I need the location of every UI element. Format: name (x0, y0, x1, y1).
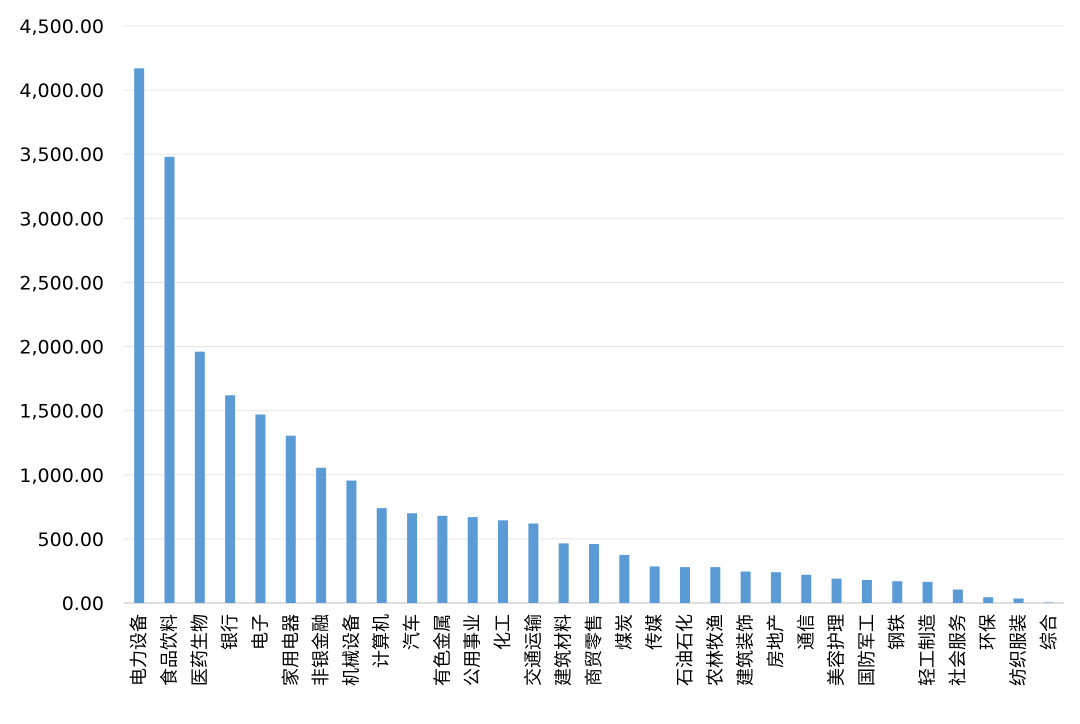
bar (194, 351, 205, 603)
x-category-label: 计算机 (372, 614, 393, 668)
bar (831, 578, 842, 603)
x-category-label: 建筑材料 (554, 614, 575, 686)
x-category-label: 电力设备 (129, 614, 150, 686)
bar (528, 523, 539, 603)
x-category-label: 国防军工 (857, 614, 878, 686)
bar (922, 581, 933, 603)
bar (679, 567, 690, 603)
bar (558, 543, 569, 603)
bar (1013, 598, 1024, 603)
y-tick-label: 2,500.00 (19, 272, 104, 294)
bar (467, 517, 478, 603)
y-tick-label: 4,500.00 (19, 16, 104, 38)
y-tick-label: 1,500.00 (19, 401, 104, 423)
bar (740, 571, 751, 603)
y-tick-label: 1,000.00 (19, 465, 104, 487)
x-category-label: 非银金融 (311, 614, 332, 686)
x-category-label: 轻工制造 (918, 614, 939, 686)
bar (861, 579, 872, 603)
x-category-label: 通信 (796, 614, 817, 650)
bar (710, 567, 721, 603)
bar (770, 572, 781, 603)
bar (346, 480, 357, 603)
x-category-label: 建筑装饰 (736, 614, 757, 686)
bar (285, 435, 296, 603)
x-category-label: 电子 (250, 614, 271, 650)
y-axis-ticks: 0.00 500.00 1,000.00 1,500.00 2,000.00 2,500.… (19, 16, 104, 615)
x-category-label: 煤炭 (614, 614, 635, 650)
x-category-label: 家用电器 (281, 614, 302, 686)
x-category-label: 有色金属 (432, 614, 453, 686)
x-category-label: 银行 (220, 614, 241, 650)
bar (376, 508, 387, 603)
bar (892, 581, 903, 603)
bar (1043, 602, 1054, 603)
x-category-label: 机械设备 (341, 614, 362, 686)
x-category-label: 石油石化 (675, 614, 696, 686)
gridlines (124, 25, 1064, 604)
x-category-label: 房地产 (766, 614, 787, 668)
bar (619, 554, 630, 603)
x-category-label: 传媒 (645, 614, 666, 650)
x-category-label: 综合 (1039, 614, 1060, 650)
bar (437, 515, 448, 603)
bar (164, 156, 175, 603)
x-category-label: 纺织服装 (1009, 614, 1030, 686)
y-tick-label: 3,500.00 (19, 144, 104, 166)
bar (407, 513, 418, 603)
category-labels: 电力设备 食品饮料 医药生物 银行 电子 家用电器 非银金融 机械设备 计算机 汽车 有色金属 公用事… (129, 614, 1060, 686)
x-category-label: 食品饮料 (159, 614, 180, 686)
x-category-label: 汽车 (402, 614, 423, 650)
bar (649, 566, 660, 603)
bar (316, 467, 327, 603)
x-category-label: 公用事业 (463, 614, 484, 686)
bars (134, 68, 1054, 603)
bar (801, 574, 812, 603)
bar (134, 68, 145, 603)
bar (225, 395, 236, 603)
y-tick-label: 3,000.00 (19, 208, 104, 230)
x-category-label: 医药生物 (190, 614, 211, 686)
x-category-label: 社会服务 (948, 614, 969, 686)
y-tick-label: 4,000.00 (19, 80, 104, 102)
x-category-label: 农林牧渔 (705, 614, 726, 686)
y-tick-label: 0.00 (62, 593, 104, 615)
x-category-label: 钢铁 (887, 614, 908, 650)
x-category-label: 环保 (978, 614, 999, 650)
y-tick-label: 500.00 (38, 529, 104, 551)
y-tick-label: 2,000.00 (19, 337, 104, 359)
bar (255, 414, 266, 603)
x-category-label: 交通运输 (523, 614, 544, 686)
bar (952, 589, 963, 603)
x-category-label: 化工 (493, 614, 514, 650)
x-category-label: 美容护理 (827, 614, 848, 686)
bar (589, 544, 599, 603)
bar (498, 520, 509, 603)
bar (983, 597, 994, 603)
x-category-label: 商贸零售 (584, 614, 605, 686)
